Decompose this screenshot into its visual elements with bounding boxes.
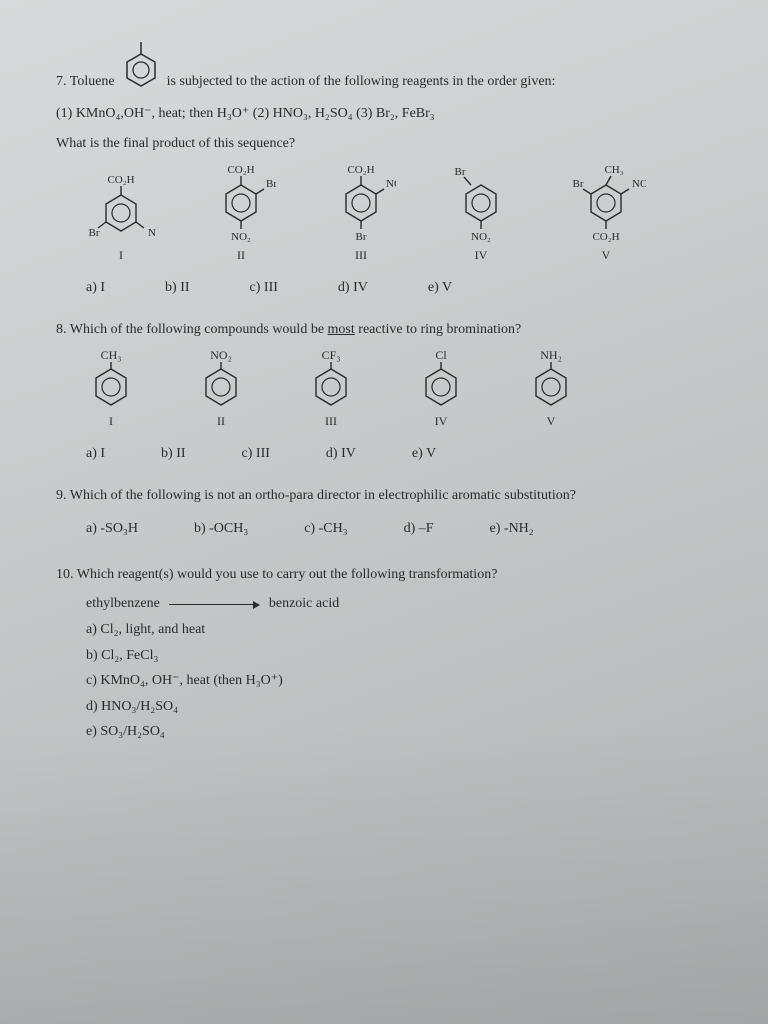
- q7-opt-b: b) II: [165, 278, 190, 298]
- q8-opt-c: c) III: [242, 444, 270, 464]
- q8-stem: 8. Which of the following compounds woul…: [56, 320, 712, 340]
- q7-opt-c: c) III: [250, 278, 278, 298]
- q7-struct-3: CO₂H NO₂ Br III: [326, 163, 396, 264]
- svg-text:CO₂H: CO₂H: [107, 174, 134, 186]
- q8-options: a) I b) II c) III d) IV e) V: [86, 444, 712, 464]
- svg-text:Cl: Cl: [435, 349, 447, 362]
- q8-struct-4: Cl IV: [416, 349, 466, 430]
- q9-options: a) -SO₃H b) -OCH₃ c) -CH₃ d) –F e) -NH₂: [86, 519, 712, 539]
- q8-struct-3-label: III: [325, 413, 337, 430]
- svg-text:CO₂H: CO₂H: [347, 164, 374, 176]
- svg-text:Br: Br: [573, 178, 584, 190]
- q7-stem-line: 7. Toluene is subjected to the action of…: [56, 40, 712, 92]
- q8-struct-5-label: V: [547, 413, 556, 430]
- q9-opt-c: c) -CH₃: [304, 519, 347, 539]
- q9-opt-d: d) –F: [404, 519, 434, 539]
- q8-struct-2-label: II: [217, 413, 225, 430]
- q8-emph: most: [328, 322, 355, 337]
- q7-structures-row: CO₂H Br NO₂ I CO₂H: [86, 163, 712, 264]
- q10-opt-c: c) KMnO₄, OH⁻, heat (then H₃O⁺): [86, 671, 712, 691]
- q7-struct-5-label: V: [602, 247, 611, 264]
- q7-struct-3-label: III: [355, 247, 367, 264]
- q9-opt-a: a) -SO₃H: [86, 519, 138, 539]
- q8-struct-4-label: IV: [435, 413, 448, 430]
- q7-options: a) I b) II c) III d) IV e) V: [86, 278, 712, 298]
- q7-reagents: (1) KMnO₄,OH⁻, heat; then H₃O⁺ (2) HNO₃,…: [56, 104, 712, 124]
- question-7: 7. Toluene is subjected to the action of…: [56, 40, 712, 298]
- q10-rhs: benzoic acid: [269, 596, 339, 611]
- q8-struct-1-label: I: [109, 413, 113, 430]
- q7-prefix: 7. Toluene: [56, 72, 115, 92]
- svg-text:Br: Br: [356, 231, 367, 243]
- svg-text:Br: Br: [89, 227, 100, 239]
- q10-opt-d: d) HNO₃/H₂SO₄: [86, 697, 712, 717]
- q8-struct-5: NH₂ V: [526, 349, 576, 430]
- q8-struct-2: NO₂ II: [196, 349, 246, 430]
- q7-opt-a: a) I: [86, 278, 105, 298]
- svg-text:CH₃: CH₃: [604, 164, 623, 176]
- svg-text:Br: Br: [455, 166, 466, 178]
- worksheet-page: 7. Toluene is subjected to the action of…: [0, 0, 768, 802]
- question-9: 9. Which of the following is not an orth…: [56, 486, 712, 539]
- q7-opt-d: d) IV: [338, 278, 368, 298]
- q7-struct-2: CO₂H Br NO₂ II: [206, 163, 276, 264]
- q7-struct-1-label: I: [119, 247, 123, 264]
- q8-opt-e: e) V: [412, 444, 436, 464]
- q8-opt-a: a) I: [86, 444, 105, 464]
- q9-stem: 9. Which of the following is not an orth…: [56, 486, 712, 506]
- svg-text:NO₂: NO₂: [632, 178, 646, 190]
- svg-text:NO₂: NO₂: [386, 178, 396, 190]
- svg-text:NO₂: NO₂: [231, 231, 251, 243]
- q7-opt-e: e) V: [428, 278, 452, 298]
- q7-suffix: is subjected to the action of the follow…: [167, 72, 556, 92]
- q7-struct-4-label: IV: [475, 247, 488, 264]
- q7-struct-4: Br NO₂ IV: [446, 163, 516, 264]
- q7-struct-2-label: II: [237, 247, 245, 264]
- q10-opt-e: e) SO₃/H₂SO₄: [86, 722, 712, 742]
- q8-structures-row: CH₃ I NO₂ II CF₃: [86, 349, 712, 430]
- q7-question: What is the final product of this sequen…: [56, 134, 712, 154]
- q8-struct-1: CH₃ I: [86, 349, 136, 430]
- q10-stem: 10. Which reagent(s) would you use to ca…: [56, 565, 712, 585]
- question-8: 8. Which of the following compounds woul…: [56, 320, 712, 464]
- svg-text:CO₂H: CO₂H: [227, 164, 254, 176]
- q10-opt-a: a) Cl₂, light, and heat: [86, 620, 712, 640]
- svg-text:NO₂: NO₂: [148, 227, 156, 239]
- svg-text:CO₂H: CO₂H: [592, 231, 619, 243]
- question-10: 10. Which reagent(s) would you use to ca…: [56, 565, 712, 742]
- q8-opt-d: d) IV: [326, 444, 356, 464]
- q10-lhs: ethylbenzene: [86, 596, 160, 611]
- q8-text1: 8. Which of the following compounds woul…: [56, 322, 328, 337]
- toluene-structure: [121, 40, 161, 92]
- svg-text:Br: Br: [266, 178, 276, 190]
- reaction-arrow-icon: [169, 604, 259, 605]
- svg-text:NO₂: NO₂: [471, 231, 491, 243]
- q10-opt-b: b) Cl₂, FeCl₃: [86, 646, 712, 666]
- svg-text:NO₂: NO₂: [210, 349, 232, 362]
- q7-struct-1: CO₂H Br NO₂ I: [86, 173, 156, 264]
- svg-text:NH₂: NH₂: [540, 349, 562, 362]
- q10-reaction: ethylbenzene benzoic acid: [86, 594, 712, 614]
- q8-text2: reactive to ring bromination?: [355, 322, 521, 337]
- q9-opt-e: e) -NH₂: [490, 519, 534, 539]
- q7-struct-5: CH₃ Br NO₂ CO₂H V: [566, 163, 646, 264]
- svg-text:CH₃: CH₃: [101, 349, 122, 362]
- q9-opt-b: b) -OCH₃: [194, 519, 248, 539]
- q8-struct-3: CF₃ III: [306, 349, 356, 430]
- q8-opt-b: b) II: [161, 444, 186, 464]
- svg-text:CF₃: CF₃: [322, 349, 341, 362]
